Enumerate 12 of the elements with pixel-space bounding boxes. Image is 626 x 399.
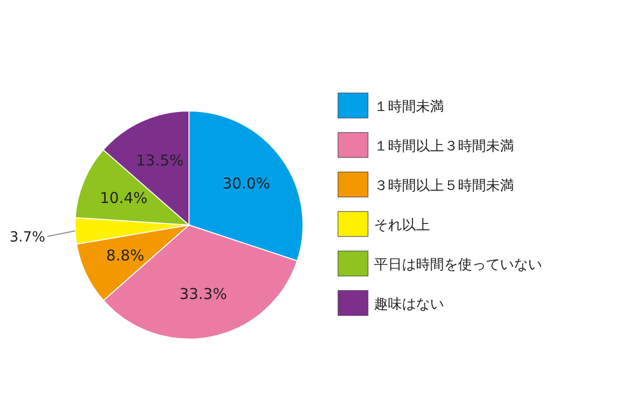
data-label: 13.5% (136, 152, 184, 170)
legend-label: それ以上 (374, 218, 430, 234)
data-label: 8.8% (106, 246, 144, 264)
data-label: 10.4% (100, 188, 148, 207)
legend-label: 平日は時間を使っていない (374, 257, 542, 273)
legend-label: ３時間以上５時間未満 (374, 178, 514, 194)
data-label: 30.0% (222, 174, 270, 193)
legend-label: 趣味はない (374, 296, 444, 312)
data-label: 33.3% (179, 285, 227, 304)
legend-label: １時間未満 (374, 99, 444, 115)
legend-label: １時間以上３時間未満 (374, 138, 514, 154)
data-label: 3.7% (10, 229, 46, 246)
